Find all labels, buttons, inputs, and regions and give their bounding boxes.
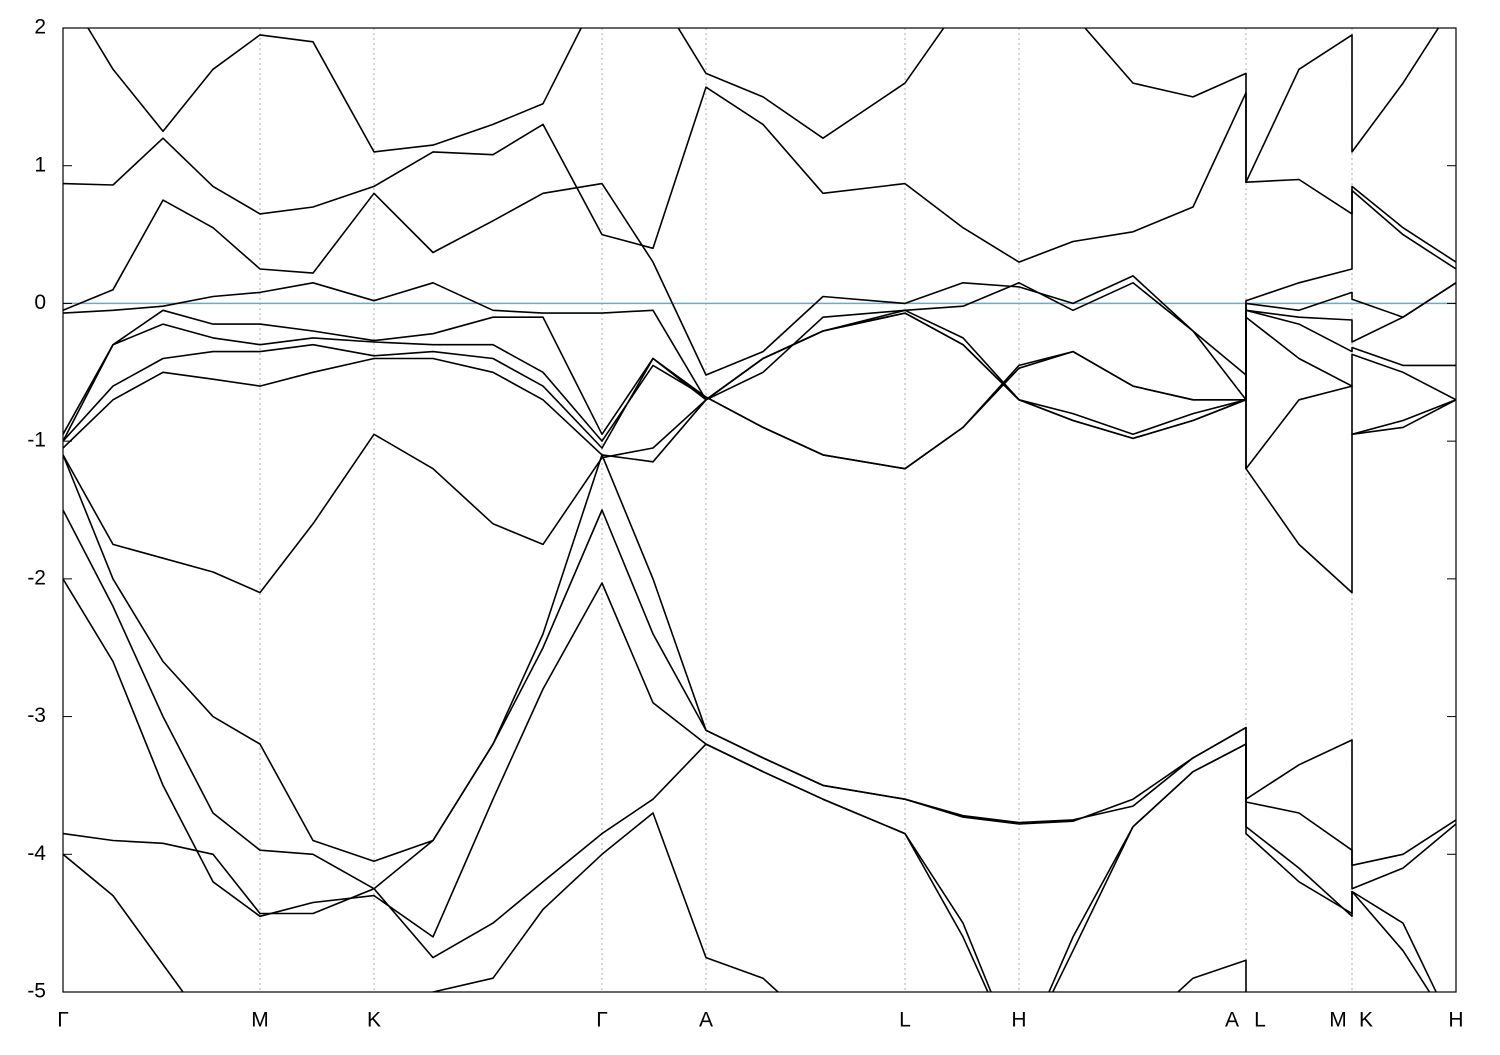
y-tick-label: -4 <box>27 842 46 865</box>
x-tick-label: L <box>899 1009 911 1032</box>
x-tick-label: A <box>699 1009 713 1032</box>
y-tick-label: -1 <box>27 429 46 452</box>
x-tick-label: A <box>1225 1009 1239 1032</box>
x-tick-label: L <box>1254 1009 1266 1032</box>
y-tick-label: -5 <box>27 980 46 1003</box>
band-line <box>63 743 1431 992</box>
band-line <box>63 312 1456 470</box>
band-line <box>63 454 1456 867</box>
band-line <box>63 309 1456 470</box>
labels-layer: 210-1-2-3-4-5Γ M K Γ A L H A L M K H <box>27 16 1463 1032</box>
band-line <box>63 578 1438 992</box>
y-tick-label: 2 <box>34 16 46 39</box>
band-line <box>63 86 1456 263</box>
band-line <box>87 28 1440 183</box>
band-line <box>63 812 1247 992</box>
x-tick-label: H <box>1011 1009 1026 1032</box>
x-tick-label: K <box>367 1009 381 1032</box>
x-tick-label: M <box>251 1009 269 1032</box>
x-tick-label: Γ <box>57 1009 69 1032</box>
band-line <box>63 309 1456 449</box>
x-tick-label: K <box>1359 1009 1373 1032</box>
x-tick-label: Γ <box>596 1009 608 1032</box>
y-tick-label: -3 <box>27 704 46 727</box>
plot-frame <box>62 27 1457 993</box>
y-tick-label: 1 <box>34 153 46 176</box>
y-tick-label: 0 <box>34 291 46 314</box>
bands-layer <box>63 28 1456 992</box>
band-line <box>63 312 1456 594</box>
x-tick-label: H <box>1448 1009 1463 1032</box>
x-tick-label: M <box>1329 1009 1347 1032</box>
band-line <box>63 182 1456 376</box>
y-tick-label: -2 <box>27 566 46 589</box>
band-line <box>63 509 1456 890</box>
